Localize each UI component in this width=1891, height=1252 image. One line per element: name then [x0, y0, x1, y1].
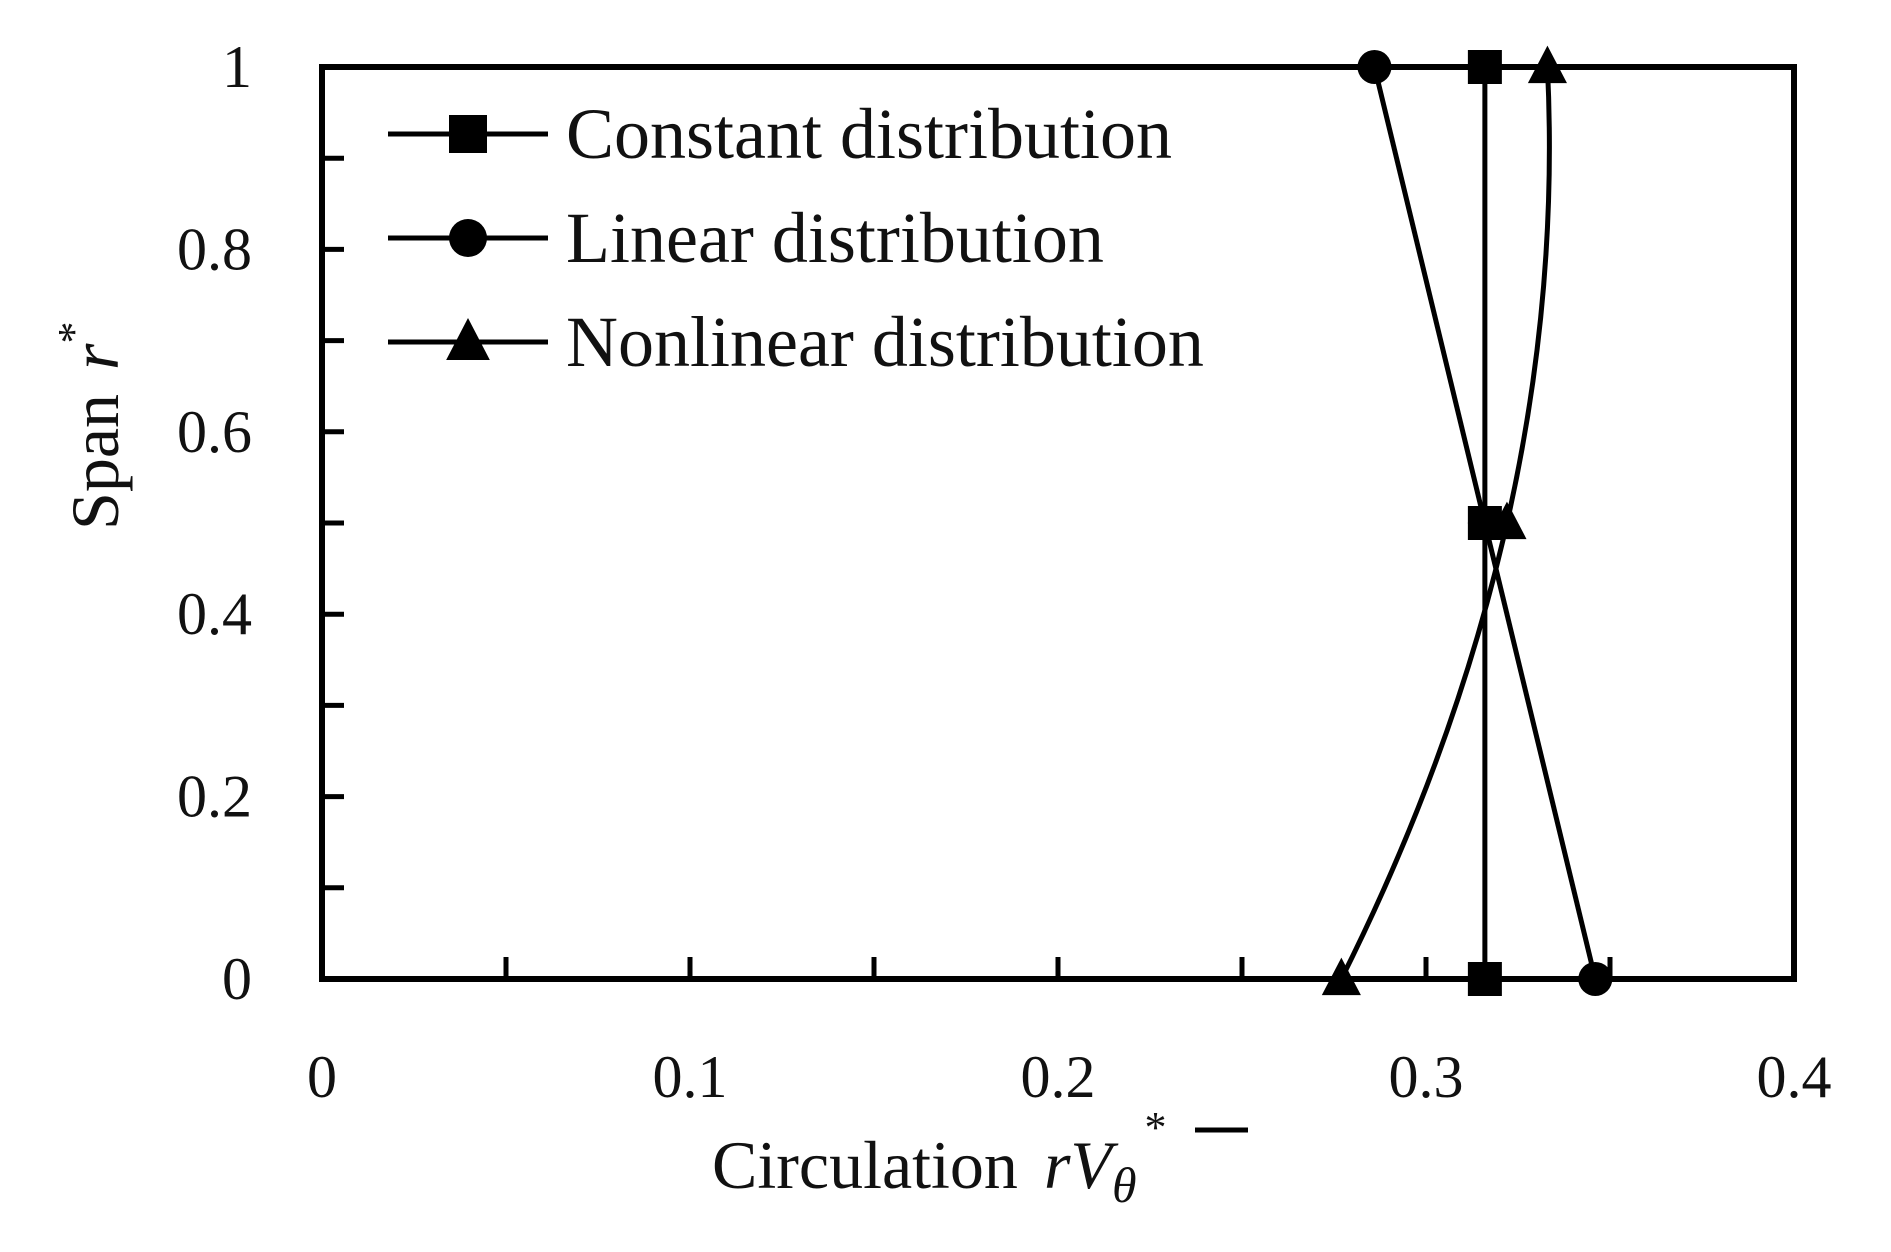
legend-circle-marker [449, 219, 487, 257]
legend-square-marker [449, 115, 487, 153]
x-tick-label: 0.4 [1757, 1044, 1832, 1110]
plot-series [1321, 45, 1613, 996]
plot-frame [319, 64, 1797, 982]
y-tick-label: 1 [222, 34, 252, 100]
legend: Constant distribution Linear distribution… [388, 94, 1204, 382]
x-axis-title: Circulation rVθ* [712, 1103, 1167, 1213]
x-tick-label: 0.1 [653, 1044, 728, 1110]
axis-ticks [319, 64, 1797, 982]
series-3 [1321, 45, 1567, 996]
legend-label: Nonlinear distribution [566, 302, 1204, 382]
x-tick-label: 0.2 [1021, 1044, 1096, 1110]
tick-labels: 0 0.1 0.2 0.3 0.4 0 0.2 0.4 0.6 0.8 1 [177, 34, 1832, 1110]
y-tick-label: 0.4 [177, 581, 252, 647]
y-tick-label: 0.8 [177, 216, 252, 282]
x-tick-label: 0 [307, 1044, 337, 1110]
legend-triangle-marker [446, 318, 490, 360]
triangle-marker [1487, 501, 1527, 540]
legend-label: Constant distribution [566, 94, 1172, 174]
y-tick-label: 0.6 [177, 399, 252, 465]
y-axis-title: Spanr* [49, 322, 133, 530]
series-line [1339, 66, 1552, 981]
y-tick-label: 0.2 [177, 764, 252, 830]
y-tick-label: 0 [222, 946, 252, 1012]
series-2 [1357, 50, 1613, 996]
x-tick-label: 0.3 [1389, 1044, 1464, 1110]
legend-label: Linear distribution [566, 198, 1104, 278]
